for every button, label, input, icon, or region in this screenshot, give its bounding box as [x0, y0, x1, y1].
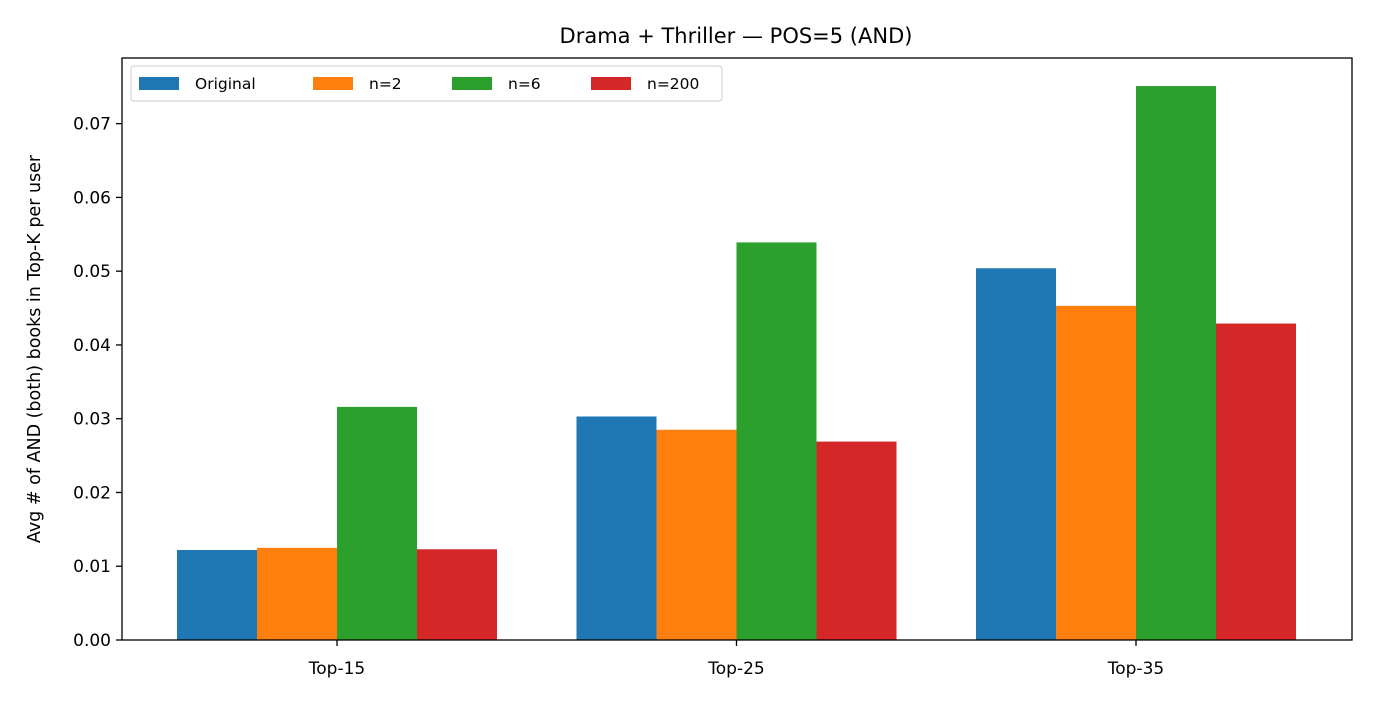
bar-original-top-15 [177, 550, 257, 640]
legend-swatch [452, 77, 492, 90]
legend-entry-label: n=200 [647, 75, 699, 93]
bar-original-top-35 [976, 268, 1056, 640]
legend-box [130, 65, 723, 102]
bar-n-2-top-35 [1056, 305, 1136, 640]
bar-original-top-25 [576, 416, 657, 640]
bar-n-200-top-25 [816, 441, 897, 640]
legend-entry-label: n=2 [369, 75, 402, 93]
bar-n-2-top-15 [257, 547, 337, 640]
y-tick-label: 0.04 [73, 336, 111, 356]
bars-layer [177, 86, 1296, 641]
y-axis-label: Avg # of AND (both) books in Top-K per u… [25, 154, 45, 543]
bar-n-200-top-35 [1216, 323, 1296, 640]
bar-n-6-top-35 [1136, 86, 1216, 641]
y-axis: 0.00 0.01 0.02 0.03 0.04 0.05 0.06 0.07 [73, 115, 122, 651]
y-tick-label: 0.00 [73, 631, 111, 651]
x-tick-label: Top-25 [707, 659, 764, 679]
chart-title: Drama + Thriller — POS=5 (AND) [560, 24, 913, 48]
y-tick-label: 0.03 [73, 410, 111, 430]
x-tick-label: Top-15 [308, 659, 365, 679]
legend-entry-label: Original [195, 75, 256, 93]
bar-n-6-top-25 [736, 242, 817, 640]
legend-swatch [591, 77, 631, 90]
legend-entry-label: n=6 [508, 75, 541, 93]
y-tick-label: 0.01 [73, 557, 111, 577]
y-tick-label: 0.06 [73, 188, 111, 208]
x-tick-label: Top-35 [1107, 659, 1164, 679]
bar-n-200-top-15 [417, 549, 497, 640]
y-tick-label: 0.02 [73, 483, 111, 503]
x-axis: Top-15 Top-25 Top-35 [308, 640, 1164, 679]
y-tick-label: 0.07 [73, 115, 111, 135]
legend-swatch [139, 77, 179, 90]
y-tick-label: 0.05 [73, 262, 111, 282]
legend-swatch [313, 77, 353, 90]
bar-n-6-top-15 [337, 406, 417, 640]
bar-n-2-top-25 [656, 429, 737, 640]
legend: Original n=2 n=6 n=200 [130, 65, 723, 102]
